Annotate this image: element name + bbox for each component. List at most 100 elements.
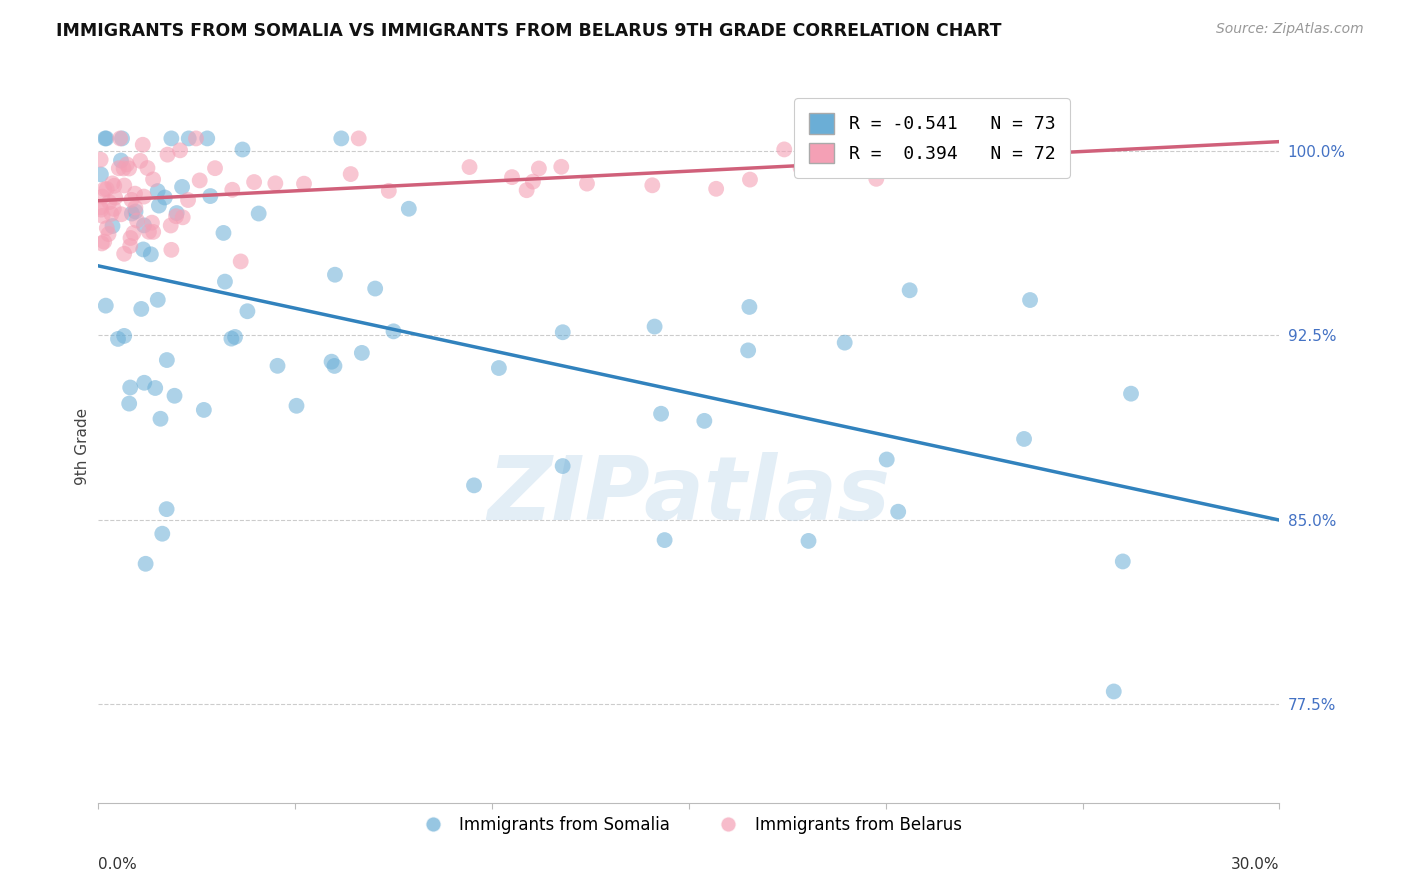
Point [184, 131, 207, 145]
Point [96, 221, 118, 235]
Point [773, 143, 796, 157]
Point [90, 202, 112, 217]
Point [1119, 386, 1142, 401]
Point [107, 332, 129, 346]
Point [522, 175, 544, 189]
Point [330, 131, 353, 145]
Point [693, 414, 716, 428]
Text: 0.0%: 0.0% [98, 857, 138, 872]
Point [91, 209, 114, 223]
Point [98, 195, 121, 210]
Point [112, 178, 135, 193]
Point [156, 147, 179, 161]
Point [165, 209, 187, 223]
Point [212, 226, 235, 240]
Point [103, 202, 125, 216]
Point [797, 533, 820, 548]
Point [200, 189, 222, 203]
Point [101, 177, 124, 191]
Point [93, 182, 115, 196]
Point [121, 193, 143, 207]
Point [224, 330, 246, 344]
Point [172, 180, 194, 194]
Point [100, 207, 122, 221]
Point [339, 167, 361, 181]
Point [136, 161, 159, 175]
Point [141, 216, 163, 230]
Point [1102, 684, 1125, 698]
Point [321, 354, 343, 368]
Point [132, 137, 155, 152]
Point [243, 175, 266, 189]
Point [463, 478, 485, 492]
Point [142, 225, 165, 239]
Point [89, 200, 111, 214]
Point [124, 186, 146, 201]
Point [112, 246, 135, 260]
Point [124, 204, 146, 219]
Point [177, 131, 200, 145]
Point [195, 131, 218, 145]
Point [125, 213, 148, 227]
Point [111, 131, 134, 145]
Point [789, 161, 811, 175]
Point [231, 143, 253, 157]
Point [132, 189, 155, 203]
Point [382, 324, 405, 338]
Point [91, 189, 114, 203]
Point [876, 452, 898, 467]
Point [350, 346, 373, 360]
Point [159, 219, 181, 233]
Point [148, 198, 170, 212]
Point [834, 335, 856, 350]
Point [177, 193, 200, 207]
Point [138, 225, 160, 239]
Point [641, 178, 664, 193]
Point [160, 243, 183, 257]
Point [90, 168, 112, 182]
Point [146, 293, 169, 307]
Point [898, 283, 921, 297]
Point [156, 502, 179, 516]
Point [112, 329, 135, 343]
Point [364, 281, 387, 295]
Point [221, 332, 243, 346]
Text: ZIPatlas: ZIPatlas [488, 452, 890, 540]
Point [132, 243, 155, 257]
Point [129, 153, 152, 168]
Point [94, 131, 117, 145]
Point [120, 380, 142, 394]
Point [247, 206, 270, 220]
Point [139, 247, 162, 261]
Point [150, 526, 173, 541]
Point [551, 325, 574, 339]
Point [654, 533, 676, 547]
Point [323, 359, 346, 373]
Point [193, 403, 215, 417]
Point [132, 219, 155, 233]
Y-axis label: 9th Grade: 9th Grade [75, 408, 90, 484]
Point [458, 160, 481, 174]
Point [110, 153, 132, 168]
Point [149, 411, 172, 425]
Point [93, 235, 115, 249]
Point [188, 173, 211, 187]
Point [160, 131, 183, 145]
Point [887, 505, 910, 519]
Point [737, 343, 759, 358]
Point [236, 304, 259, 318]
Point [650, 407, 672, 421]
Point [118, 396, 141, 410]
Point [1019, 293, 1042, 307]
Point [527, 161, 550, 176]
Point [120, 231, 142, 245]
Point [146, 184, 169, 198]
Point [1112, 554, 1135, 568]
Point [166, 206, 188, 220]
Point [378, 184, 401, 198]
Point [292, 177, 315, 191]
Point [575, 177, 598, 191]
Point [153, 190, 176, 204]
Point [214, 275, 236, 289]
Point [172, 211, 194, 225]
